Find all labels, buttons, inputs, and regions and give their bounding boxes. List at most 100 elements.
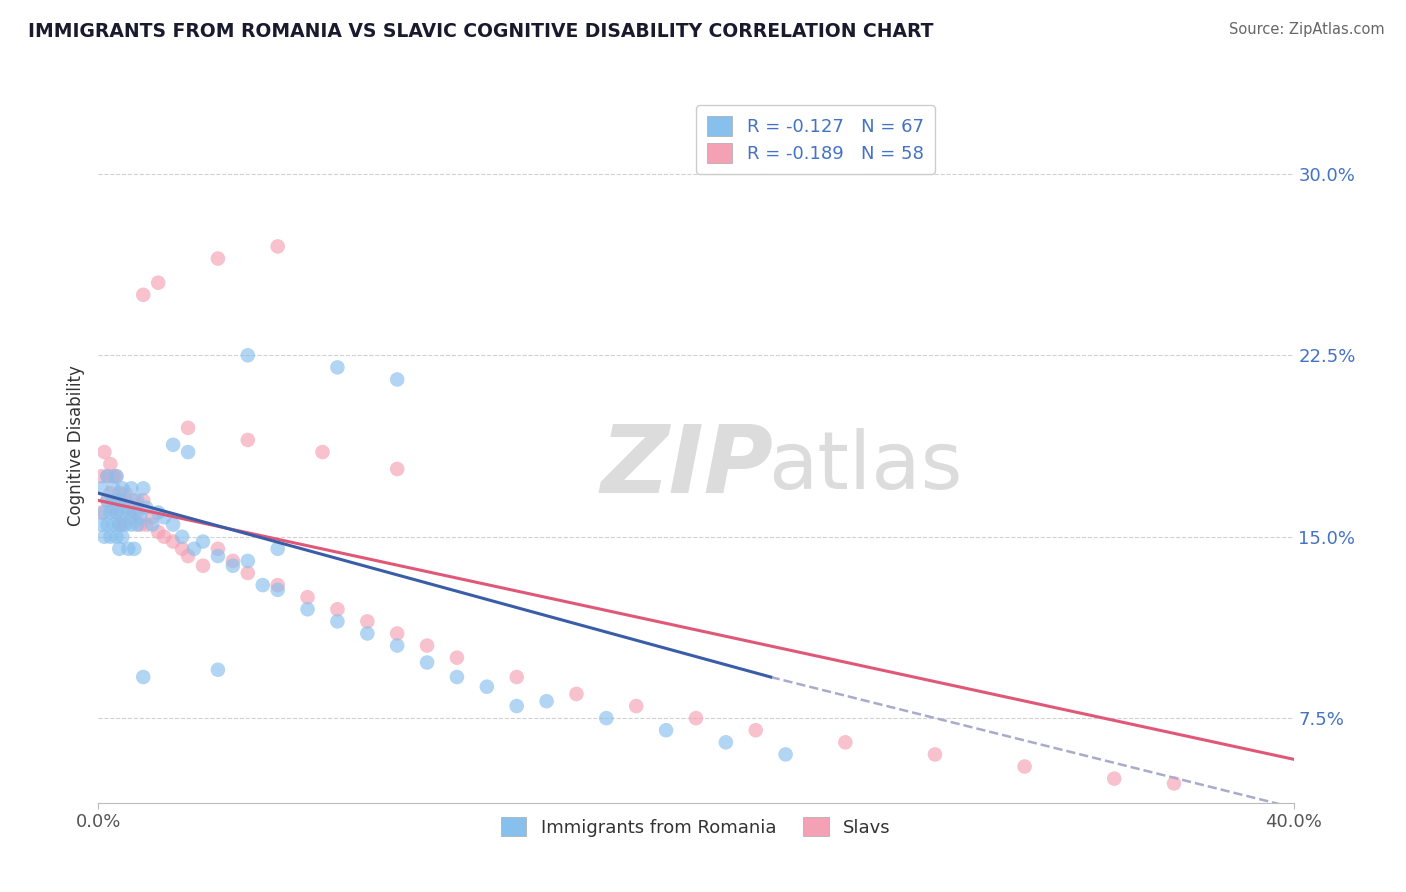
Point [506,670,529,684]
Point [96,493,118,508]
Point [207,541,229,556]
Point [416,639,439,653]
Point [153,530,176,544]
Point [96,517,118,532]
Point [177,421,200,435]
Point [745,723,768,738]
Point [105,506,128,520]
Point [105,469,128,483]
Point [148,506,170,520]
Point [207,663,229,677]
Point [114,517,136,532]
Point [117,506,139,520]
Point [297,602,319,616]
Point [236,566,259,580]
Point [148,524,170,539]
Point [96,469,118,483]
Point [141,510,163,524]
Point [162,517,184,532]
Point [90,469,112,483]
Point [924,747,946,762]
Point [385,639,409,653]
Point [98,506,122,520]
Point [207,549,229,563]
Point [626,699,648,714]
Point [93,445,115,459]
Point [416,656,439,670]
Point [183,541,205,556]
Point [385,372,409,386]
Point [127,493,149,508]
Point [108,486,131,500]
Point [90,517,112,532]
Point [834,735,856,749]
Point [93,506,115,520]
Point [129,510,152,524]
Y-axis label: Cognitive Disability: Cognitive Disability [66,366,84,526]
Point [236,433,259,447]
Point [105,506,128,520]
Point [1163,776,1185,790]
Point [132,288,155,302]
Text: IMMIGRANTS FROM ROMANIA VS SLAVIC COGNITIVE DISABILITY CORRELATION CHART: IMMIGRANTS FROM ROMANIA VS SLAVIC COGNIT… [28,22,934,41]
Point [714,735,737,749]
Point [124,506,146,520]
Text: atlas: atlas [768,428,962,507]
Point [172,541,194,556]
Point [385,626,409,640]
Point [207,252,229,266]
Point [385,462,409,476]
Point [103,469,125,483]
Point [267,578,290,592]
Point [141,517,163,532]
Point [267,582,290,597]
Point [127,506,149,520]
Point [775,747,797,762]
Point [191,558,214,573]
Point [111,530,134,544]
Point [252,578,274,592]
Point [135,500,157,515]
Legend: Immigrants from Romania, Slavs: Immigrants from Romania, Slavs [494,809,898,844]
Point [108,517,131,532]
Point [90,481,112,495]
Point [114,493,136,508]
Point [1104,772,1126,786]
Point [326,602,349,616]
Point [117,500,139,515]
Point [267,541,290,556]
Point [132,493,155,508]
Point [685,711,707,725]
Point [120,481,142,495]
Point [326,615,349,629]
Point [222,558,245,573]
Point [96,469,118,483]
Point [267,239,290,253]
Point [124,493,146,508]
Point [114,486,136,500]
Point [127,517,149,532]
Point [105,530,128,544]
Point [595,711,617,725]
Point [1014,759,1036,773]
Point [108,541,131,556]
Text: Source: ZipAtlas.com: Source: ZipAtlas.com [1229,22,1385,37]
Point [177,549,200,563]
Text: ZIP: ZIP [600,421,773,514]
Point [103,481,125,495]
Point [446,650,468,665]
Point [655,723,678,738]
Point [105,469,128,483]
Point [446,670,468,684]
Point [98,457,122,471]
Point [111,506,134,520]
Point [565,687,588,701]
Point [326,360,349,375]
Point [98,530,122,544]
Point [120,517,142,532]
Point [177,445,200,459]
Point [148,276,170,290]
Point [311,445,333,459]
Point [536,694,558,708]
Point [98,486,122,500]
